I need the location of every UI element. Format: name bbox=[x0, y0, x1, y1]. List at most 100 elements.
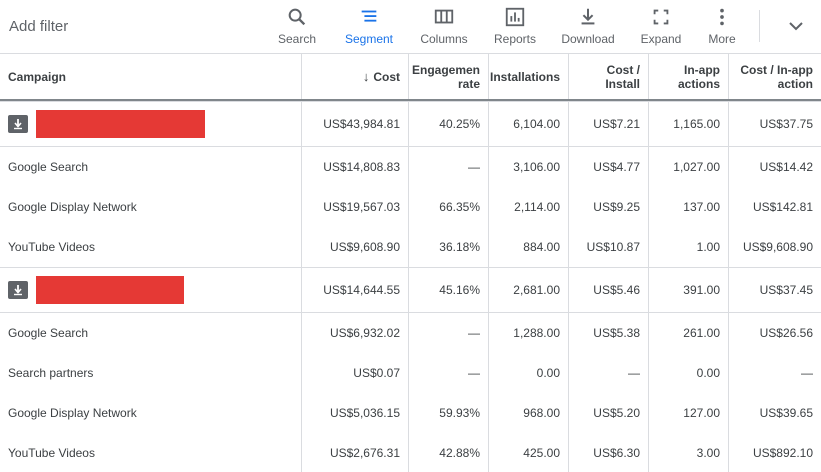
search-label: Search bbox=[277, 32, 317, 46]
columns-button[interactable]: Columns bbox=[416, 6, 472, 50]
more-label: More bbox=[708, 32, 736, 46]
expand-icon bbox=[637, 6, 685, 28]
network-row: YouTube Videos US$2,676.31 42.88% 425.00… bbox=[0, 433, 821, 472]
header-engagement-rate[interactable]: Engagemen rate bbox=[409, 54, 489, 99]
cell-network: Google Display Network bbox=[0, 393, 302, 433]
cell-installations: 2,681.00 bbox=[489, 268, 569, 312]
cell-network: Google Display Network bbox=[0, 187, 302, 227]
search-button[interactable]: Search bbox=[274, 6, 320, 50]
search-icon bbox=[274, 6, 320, 28]
cell-inapp: 137.00 bbox=[649, 187, 729, 227]
cell-installations: 425.00 bbox=[489, 433, 569, 472]
cell-engagement: 45.16% bbox=[409, 268, 489, 312]
cell-network: YouTube Videos bbox=[0, 433, 302, 472]
cell-inapp: 0.00 bbox=[649, 353, 729, 393]
more-vert-icon bbox=[702, 6, 742, 28]
header-campaign[interactable]: Campaign bbox=[0, 54, 302, 99]
download-button[interactable]: Download bbox=[558, 6, 618, 50]
cell-cost-inapp: US$26.56 bbox=[759, 326, 813, 340]
download-label: Download bbox=[561, 32, 615, 46]
campaign-row[interactable]: US$43,984.81 40.25% 6,104.00 US$7.21 1,1… bbox=[0, 101, 821, 147]
cell-installations: 968.00 bbox=[489, 393, 569, 433]
expand-button[interactable]: Expand bbox=[637, 6, 685, 50]
cell-cost-install: US$5.20 bbox=[569, 393, 649, 433]
cell-cost: US$9,608.90 bbox=[302, 227, 409, 267]
reports-label: Reports bbox=[493, 32, 537, 46]
header-inapp-actions[interactable]: In-app actions bbox=[649, 54, 729, 99]
segment-button[interactable]: Segment bbox=[340, 6, 398, 50]
cell-engagement: 36.18% bbox=[409, 227, 489, 267]
expand-label: Expand bbox=[640, 32, 682, 46]
cell-cost-install: US$5.38 bbox=[569, 313, 649, 353]
toolbar-divider bbox=[759, 10, 760, 42]
cell-cost-install: — bbox=[569, 353, 649, 393]
header-installations[interactable]: Installations bbox=[489, 54, 569, 99]
cell-cost-inapp: US$37.45 bbox=[759, 283, 813, 297]
cell-inapp: 127.00 bbox=[649, 393, 729, 433]
expand-row-icon[interactable] bbox=[8, 115, 28, 133]
network-row: Google Search US$14,808.83 — 3,106.00 US… bbox=[0, 147, 821, 187]
cell-cost-inapp: US$37.75 bbox=[759, 117, 813, 131]
cell-cost: US$0.07 bbox=[302, 353, 409, 393]
cell-engagement: 40.25% bbox=[409, 102, 489, 146]
cell-network: Google Search bbox=[0, 313, 302, 353]
cell-engagement: — bbox=[409, 353, 489, 393]
download-icon bbox=[558, 6, 618, 28]
campaign-row[interactable]: US$14,644.55 45.16% 2,681.00 US$5.46 391… bbox=[0, 267, 821, 313]
collapse-button[interactable] bbox=[784, 14, 808, 38]
cell-cost: US$2,676.31 bbox=[302, 433, 409, 472]
toolbar: Add filter Search Segment Columns Report… bbox=[0, 0, 821, 54]
cell-installations: 6,104.00 bbox=[489, 102, 569, 146]
cell-network: Google Search bbox=[0, 147, 302, 187]
cell-cost-install: US$9.25 bbox=[569, 187, 649, 227]
cell-inapp: 1.00 bbox=[649, 227, 729, 267]
redacted-campaign-name bbox=[36, 276, 184, 304]
cell-cost-inapp: US$39.65 bbox=[759, 406, 813, 420]
cell-engagement: 66.35% bbox=[409, 187, 489, 227]
header-cost[interactable]: ↓ Cost bbox=[302, 54, 409, 99]
reports-button[interactable]: Reports bbox=[490, 6, 540, 50]
segment-label: Segment bbox=[344, 32, 394, 46]
cell-cost: US$5,036.15 bbox=[302, 393, 409, 433]
chevron-down-icon bbox=[789, 22, 803, 31]
header-cost-per-install[interactable]: Cost / Install bbox=[569, 54, 649, 99]
segment-icon bbox=[340, 6, 398, 28]
cell-installations: 0.00 bbox=[489, 353, 569, 393]
columns-icon bbox=[416, 6, 472, 28]
cell-installations: 1,288.00 bbox=[489, 313, 569, 353]
redacted-campaign-name bbox=[36, 110, 205, 138]
add-filter-button[interactable]: Add filter bbox=[9, 18, 69, 35]
cell-cost: US$43,984.81 bbox=[302, 102, 409, 146]
cell-cost-install: US$5.46 bbox=[569, 268, 649, 312]
cell-network: Search partners bbox=[0, 353, 302, 393]
cell-cost-inapp: US$142.81 bbox=[752, 200, 813, 214]
columns-label: Columns bbox=[420, 32, 468, 46]
cell-cost: US$14,644.55 bbox=[302, 268, 409, 312]
network-row: Google Display Network US$19,567.03 66.3… bbox=[0, 187, 821, 227]
cell-cost-inapp: US$9,608.90 bbox=[742, 240, 813, 254]
cell-engagement: 59.93% bbox=[409, 393, 489, 433]
cell-inapp: 391.00 bbox=[649, 268, 729, 312]
network-row: Google Display Network US$5,036.15 59.93… bbox=[0, 393, 821, 433]
cell-installations: 884.00 bbox=[489, 227, 569, 267]
cell-cost: US$19,567.03 bbox=[302, 187, 409, 227]
cell-engagement: — bbox=[409, 147, 489, 187]
cell-inapp: 1,027.00 bbox=[649, 147, 729, 187]
cell-cost-install: US$4.77 bbox=[569, 147, 649, 187]
cell-inapp: 3.00 bbox=[649, 433, 729, 472]
cell-cost-install: US$10.87 bbox=[569, 227, 649, 267]
table-header: Campaign ↓ Cost Engagemen rate Installat… bbox=[0, 54, 821, 101]
cell-cost-install: US$7.21 bbox=[569, 102, 649, 146]
cell-inapp: 261.00 bbox=[649, 313, 729, 353]
header-cost-per-inapp[interactable]: Cost / In-app action bbox=[740, 62, 813, 91]
network-row: YouTube Videos US$9,608.90 36.18% 884.00… bbox=[0, 227, 821, 267]
cell-cost-install: US$6.30 bbox=[569, 433, 649, 472]
cell-cost: US$6,932.02 bbox=[302, 313, 409, 353]
cell-engagement: — bbox=[409, 313, 489, 353]
expand-row-icon[interactable] bbox=[8, 281, 28, 299]
cell-cost-inapp: US$14.42 bbox=[759, 160, 813, 174]
arrow-down-icon: ↓ bbox=[362, 68, 370, 84]
reports-icon bbox=[490, 6, 540, 28]
cell-cost-inapp: — bbox=[801, 366, 813, 380]
more-button[interactable]: More bbox=[702, 6, 742, 50]
